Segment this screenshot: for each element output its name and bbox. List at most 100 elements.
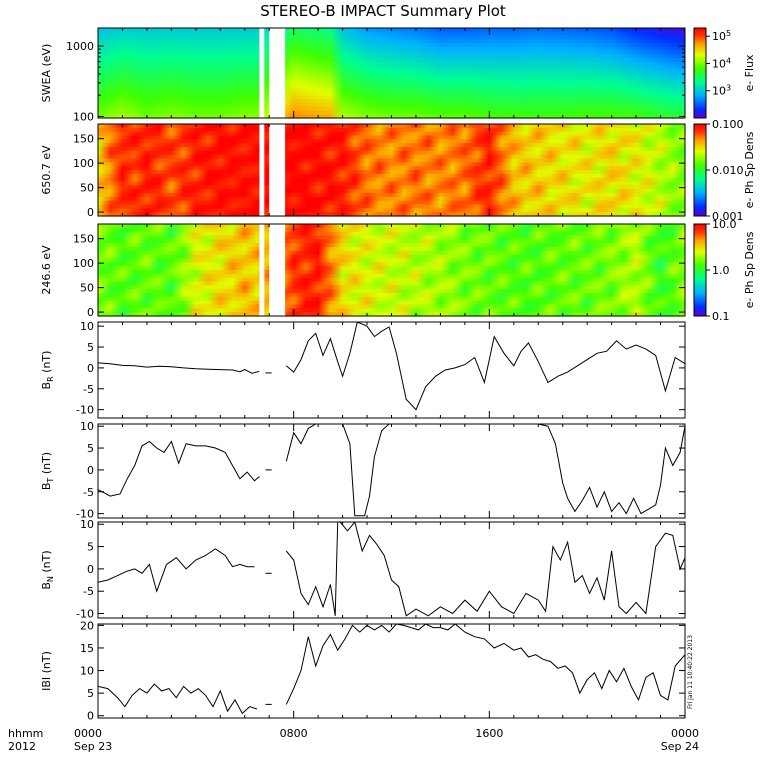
colorbar-tick-label: 105 bbox=[712, 29, 731, 43]
spectrogram-swea bbox=[98, 28, 685, 119]
series-segment-BN bbox=[98, 548, 255, 593]
panel-Bmag: 20 15 10 5 0 IBI (nT) bbox=[40, 619, 686, 723]
y-tick-label: -10 bbox=[76, 508, 94, 521]
y-tick-label: 5 bbox=[87, 341, 94, 354]
spectrogram-row bbox=[98, 239, 685, 244]
spectrogram-row bbox=[98, 296, 685, 302]
x-tick-label: 0000 bbox=[671, 727, 699, 740]
x-axis-row1-label: hhmm bbox=[8, 727, 43, 740]
colorbar-tick-label: 0.1 bbox=[712, 310, 730, 323]
series-segment-Bmag bbox=[98, 683, 258, 715]
spectrogram-row bbox=[98, 200, 685, 206]
colorbar-scale bbox=[693, 223, 707, 317]
y-tick-label: 5 bbox=[87, 541, 94, 554]
colorbar-label: e- Ph Sp Dens bbox=[743, 231, 756, 308]
spectrogram-row bbox=[98, 281, 685, 286]
spectrogram-row bbox=[98, 65, 685, 70]
spectrogram-row bbox=[98, 231, 685, 237]
colorbar-tick-label: 0.001 bbox=[712, 210, 744, 223]
y-axis-label: 650.7 eV bbox=[40, 145, 53, 195]
spectrogram-row bbox=[98, 196, 685, 202]
colorbar-swea: 105 104 103 e- Flux bbox=[693, 27, 756, 119]
y-tick-label: 10 bbox=[80, 420, 94, 433]
y-tick-label: 5 bbox=[87, 687, 94, 700]
y-tick-label: 50 bbox=[80, 282, 94, 295]
spectrogram-row bbox=[98, 46, 685, 52]
colorbar-scale bbox=[693, 27, 707, 119]
panel-BR: 10 5 0 -5 -10 BR (nT) bbox=[40, 320, 686, 419]
spectrogram-row bbox=[98, 43, 685, 48]
spectrogram-row bbox=[98, 158, 685, 163]
y-axis-label: BT (nT) bbox=[40, 452, 55, 490]
x-tick-date: Sep 23 bbox=[74, 740, 112, 753]
spectrogram-row bbox=[98, 266, 685, 271]
spectrogram-row bbox=[98, 84, 685, 89]
spectrogram-row bbox=[98, 110, 685, 115]
spectrogram-row bbox=[98, 31, 685, 37]
spectrogram-row bbox=[98, 289, 685, 294]
spectrogram-row bbox=[98, 235, 685, 240]
y-tick-label: 10 bbox=[80, 320, 94, 333]
y-tick-label: -10 bbox=[76, 404, 94, 417]
spectrogram-row bbox=[98, 300, 685, 306]
spectrogram-row bbox=[98, 95, 685, 100]
colorbar-tick-label: 10.0 bbox=[712, 218, 737, 231]
spectrogram-row bbox=[98, 135, 685, 140]
spectrogram-row bbox=[98, 50, 685, 55]
y-tick-label: 0 bbox=[87, 710, 94, 723]
data-gap bbox=[259, 28, 265, 118]
x-tick-label: 0800 bbox=[280, 727, 308, 740]
y-tick-label: 1000 bbox=[66, 40, 94, 53]
y-tick-label: -5 bbox=[83, 585, 94, 598]
x-tick-date: Sep 24 bbox=[661, 740, 699, 753]
spectrogram-row bbox=[98, 308, 685, 313]
spectrogram-row bbox=[98, 285, 685, 290]
y-axis-label: BR (nT) bbox=[40, 351, 55, 390]
spectrogram-row bbox=[98, 204, 685, 209]
spectrogram-row bbox=[98, 227, 685, 233]
y-tick-label: 100 bbox=[73, 110, 94, 123]
spectrogram-row bbox=[98, 254, 685, 260]
colorbar-tick-label: 103 bbox=[712, 84, 731, 98]
spectrogram-row bbox=[98, 247, 685, 252]
spectrogram-row bbox=[98, 243, 685, 248]
spectrogram-row bbox=[98, 88, 685, 93]
spectrogram-row bbox=[98, 91, 685, 97]
panel-BT: 10 5 0 -5 -10 BT (nT) bbox=[40, 420, 686, 521]
spectrogram-row bbox=[98, 177, 685, 183]
y-tick-label: 5 bbox=[87, 442, 94, 455]
colorbar-label: e- Flux bbox=[743, 54, 756, 92]
spectrogram-row bbox=[98, 277, 685, 283]
y-tick-label: -5 bbox=[83, 486, 94, 499]
plot-title: STEREO-B IMPACT Summary Plot bbox=[260, 2, 506, 20]
series-segment-BR bbox=[285, 322, 685, 411]
spectrogram-row bbox=[98, 76, 685, 82]
panel-frame bbox=[97, 623, 686, 719]
series-segment-BN bbox=[285, 522, 685, 617]
series-BN bbox=[98, 522, 685, 617]
spectrogram-row bbox=[98, 39, 685, 44]
y-tick-label: 0 bbox=[87, 362, 94, 375]
series-segment-BR bbox=[98, 362, 260, 374]
y-tick-label: 0 bbox=[87, 563, 94, 576]
spectrogram-row bbox=[98, 270, 685, 275]
series-Bmag bbox=[98, 624, 685, 715]
spectrogram-row bbox=[98, 304, 685, 309]
spectrogram-row bbox=[98, 99, 685, 104]
spectrogram-row bbox=[98, 106, 685, 112]
spectrogram-row bbox=[98, 162, 685, 167]
spectrogram-row bbox=[98, 173, 685, 179]
colorbar-tick-label: 0.100 bbox=[712, 118, 744, 131]
spectrogram-row bbox=[98, 154, 685, 160]
spectrogram-row bbox=[98, 170, 685, 175]
spectrogram-row bbox=[98, 127, 685, 133]
panel-frame bbox=[97, 521, 686, 619]
spectrogram-row bbox=[98, 61, 685, 67]
y-tick-label: 100 bbox=[73, 257, 94, 270]
spectrogram-row bbox=[98, 208, 685, 213]
spectrogram-row bbox=[98, 166, 685, 171]
y-tick-label: -5 bbox=[83, 383, 94, 396]
panel-pad_246: 10.0 1.0 0.1 e- Ph Sp Dens 150 100 50 0 246.6 eV bbox=[40, 218, 756, 323]
